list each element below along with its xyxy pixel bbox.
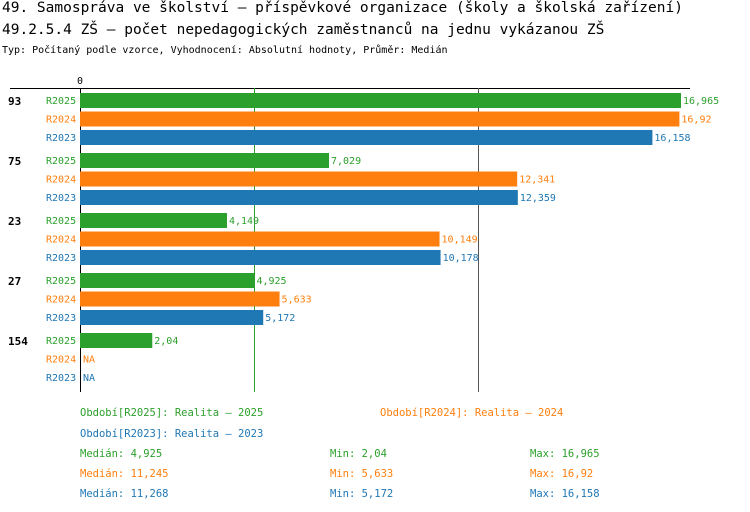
series-label-r2024: R2024: [46, 235, 76, 246]
data-label-na: NA: [83, 373, 95, 384]
bar-27-r2024: [80, 291, 280, 307]
chart-subtitle: 49.2.5.4 ZŠ – počet nepedagogických zamě…: [2, 22, 605, 38]
legend-r2025: Období[R2025]: Realita – 2025: [80, 407, 264, 419]
chart-title: 49. Samospráva ve školství – příspěvkové…: [2, 0, 683, 16]
legend-r2023: Období[R2023]: Realita – 2023: [80, 428, 264, 440]
data-label: 5,172: [265, 313, 295, 324]
bar-75-r2023: [80, 190, 518, 205]
stat-median-r2024: Medián: 11,245: [80, 468, 169, 480]
stat-min-r2024: Min: 5,633: [330, 468, 394, 480]
stat-median-r2023: Medián: 11,268: [80, 488, 169, 500]
data-label: 12,341: [519, 175, 555, 186]
bar-75-r2025: [80, 153, 330, 168]
stat-median-r2025: Medián: 4,925: [80, 448, 163, 460]
data-label: 10,178: [443, 253, 479, 264]
series-label-r2025: R2025: [46, 156, 76, 167]
data-label: 16,158: [654, 133, 690, 144]
bar-chart: 0 93 R2025 16,965 R2024 16,92 R2023 16,158 75 R20…: [8, 76, 719, 392]
stat-min-r2025: Min: 2,04: [330, 448, 387, 460]
series-label-r2024: R2024: [46, 175, 76, 186]
data-label: 7,029: [331, 156, 361, 167]
bar-23-r2023: [80, 250, 441, 265]
bar-27-r2023: [80, 310, 264, 325]
legend-r2024: Období[R2024]: Realita – 2024: [380, 407, 564, 419]
data-label-na: NA: [83, 355, 95, 366]
data-label: 5,633: [282, 295, 312, 306]
bar-93-r2023: [80, 130, 653, 145]
data-label: 2,04: [154, 336, 178, 347]
series-label-r2023: R2023: [46, 313, 76, 324]
group-label: 93: [8, 95, 21, 108]
data-label: 16,965: [683, 96, 719, 107]
data-label: 10,149: [442, 235, 478, 246]
data-label: 12,359: [520, 193, 556, 204]
axis-zero-label: 0: [77, 76, 83, 87]
series-label-r2024: R2024: [46, 295, 76, 306]
group-label: 75: [8, 155, 21, 168]
series-label-r2025: R2025: [46, 276, 76, 287]
series-label-r2023: R2023: [46, 133, 76, 144]
series-label-r2023: R2023: [46, 253, 76, 264]
chart-info: Typ: Počítaný podle vzorce, Vyhodnocení:…: [2, 45, 448, 56]
group-label: 27: [8, 275, 21, 288]
series-label-r2024: R2024: [46, 115, 76, 126]
series-label-r2023: R2023: [46, 193, 76, 204]
series-label-r2025: R2025: [46, 216, 76, 227]
stat-min-r2023: Min: 5,172: [330, 488, 394, 500]
series-label-r2025: R2025: [46, 336, 76, 347]
stat-max-r2024: Max: 16,92: [530, 468, 594, 480]
bar-23-r2025: [80, 213, 227, 228]
series-label-r2025: R2025: [46, 96, 76, 107]
group-label: 23: [8, 215, 21, 228]
bar-93-r2025: [80, 93, 681, 108]
data-label: 4,149: [229, 216, 259, 227]
bar-23-r2024: [80, 231, 440, 247]
bar-93-r2024: [80, 111, 680, 127]
data-label: 4,925: [256, 276, 286, 287]
stat-max-r2025: Max: 16,965: [530, 448, 600, 460]
series-label-r2024: R2024: [46, 355, 76, 366]
group-label: 154: [8, 335, 28, 348]
bar-75-r2024: [80, 171, 518, 187]
stat-max-r2023: Max: 16,158: [530, 488, 600, 500]
data-label: 16,92: [681, 115, 711, 126]
bar-154-r2025: [80, 333, 153, 348]
bar-27-r2025: [80, 273, 255, 288]
series-label-r2023: R2023: [46, 373, 76, 384]
